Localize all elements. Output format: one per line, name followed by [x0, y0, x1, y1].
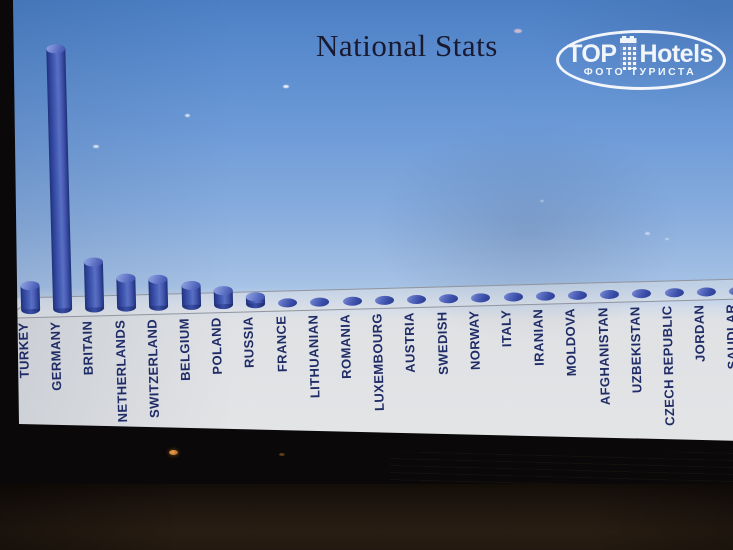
category-label: JORDAN — [691, 304, 708, 363]
category-label: LITHUANIAN — [305, 314, 323, 399]
category-label: UZBEKISTAN — [627, 306, 645, 394]
bar-top-cap — [180, 280, 201, 290]
chart-title: National Stats — [316, 28, 498, 63]
bar — [438, 293, 459, 303]
watermark-brand-top: TOP — [567, 40, 617, 68]
category-label: SWEDISH — [433, 311, 451, 376]
reflection-speck — [185, 114, 190, 117]
watermark-brand-hotels: Hotels — [639, 40, 714, 68]
bar — [310, 296, 330, 307]
reflection-speck — [93, 145, 99, 148]
bar — [567, 290, 587, 300]
category-label: NETHERLANDS — [112, 319, 130, 423]
bar-top-cap — [19, 280, 40, 290]
category-label: TURKEY — [15, 322, 32, 379]
bar — [406, 294, 426, 304]
bar — [535, 290, 555, 301]
bar — [696, 286, 716, 297]
bar — [599, 289, 620, 299]
reflection-speck — [540, 200, 544, 202]
category-label: NORWAY — [466, 310, 483, 371]
power-led-icon — [169, 450, 178, 455]
category-label: AFGHANISTAN — [594, 306, 613, 406]
castle-tower-icon — [618, 36, 639, 70]
category-label: POLAND — [208, 317, 226, 375]
category-label: SAUDI AR — [723, 303, 733, 370]
bar — [664, 287, 684, 298]
reflection-speck — [645, 232, 650, 235]
bar-chart: TURKEY GERMANY BRITAIN NETHERLANDS SWITZERLA… — [13, 43, 733, 427]
bar-top-cap — [245, 291, 265, 302]
dark-foreground — [0, 484, 733, 550]
reflection-speck — [283, 85, 289, 88]
watermark-ellipse — [556, 30, 726, 90]
category-label: IRANIAN — [530, 308, 547, 367]
category-label: RUSSIA — [240, 316, 258, 369]
bar — [278, 297, 298, 308]
bar-top-cap — [83, 256, 103, 267]
bar — [471, 292, 491, 303]
category-label: LUXEMBOURG — [369, 312, 388, 412]
bar — [45, 48, 72, 309]
category-label: GERMANY — [47, 321, 65, 391]
bar — [374, 295, 394, 305]
tophotels-watermark: TOP Hotels ФОТО ТУРИСТА — [556, 22, 728, 90]
category-label: SWITZERLAND — [144, 318, 162, 419]
bar-top-cap — [45, 43, 66, 54]
watermark-subtitle: ФОТО ТУРИСТА — [583, 66, 697, 78]
bar — [342, 295, 362, 306]
bar — [632, 288, 652, 298]
category-label: BRITAIN — [79, 320, 97, 376]
category-label: ROMANIA — [337, 313, 355, 380]
category-label: FRANCE — [272, 315, 290, 373]
category-label: BELGIUM — [176, 317, 194, 382]
bar-top-cap — [148, 274, 168, 284]
secondary-led-icon — [279, 453, 285, 456]
category-label: ITALY — [498, 309, 515, 348]
category-label: AUSTRIA — [401, 312, 419, 373]
reflection-speck — [665, 238, 669, 240]
bar — [83, 261, 104, 308]
category-label: MOLDOVA — [562, 307, 580, 377]
reflection-speck — [514, 29, 522, 33]
category-label: CZECH REPUBLIC — [659, 305, 678, 427]
bar-top-cap — [213, 285, 233, 295]
bar — [503, 291, 523, 302]
bar-top-cap — [116, 272, 136, 283]
